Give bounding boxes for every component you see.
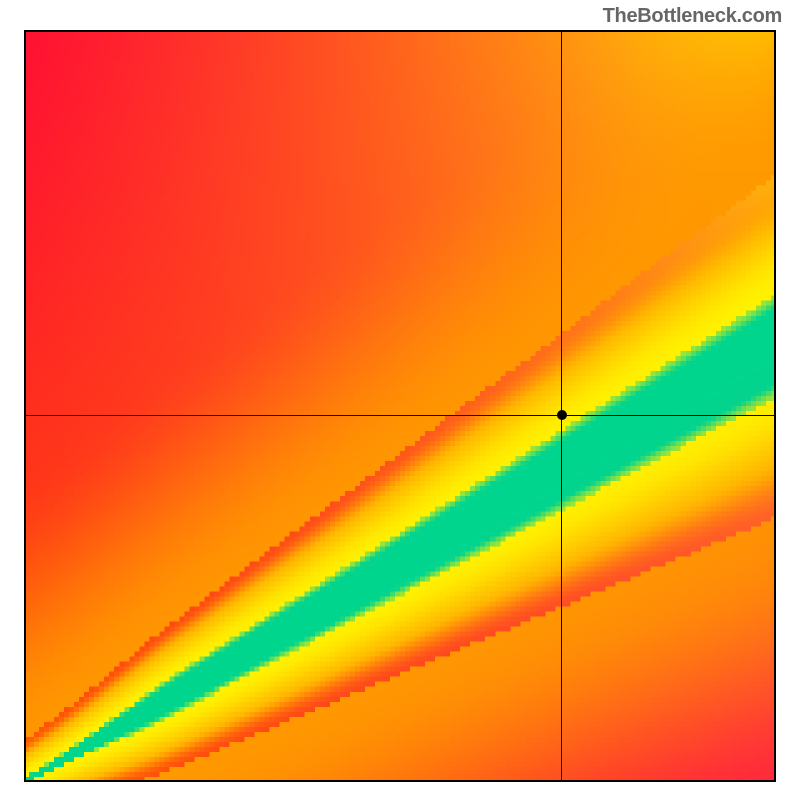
plot-area bbox=[24, 30, 776, 782]
chart-container: { "attribution": "TheBottleneck.com", "h… bbox=[0, 0, 800, 800]
attribution-text: TheBottleneck.com bbox=[603, 5, 782, 28]
heatmap-canvas bbox=[24, 30, 776, 782]
